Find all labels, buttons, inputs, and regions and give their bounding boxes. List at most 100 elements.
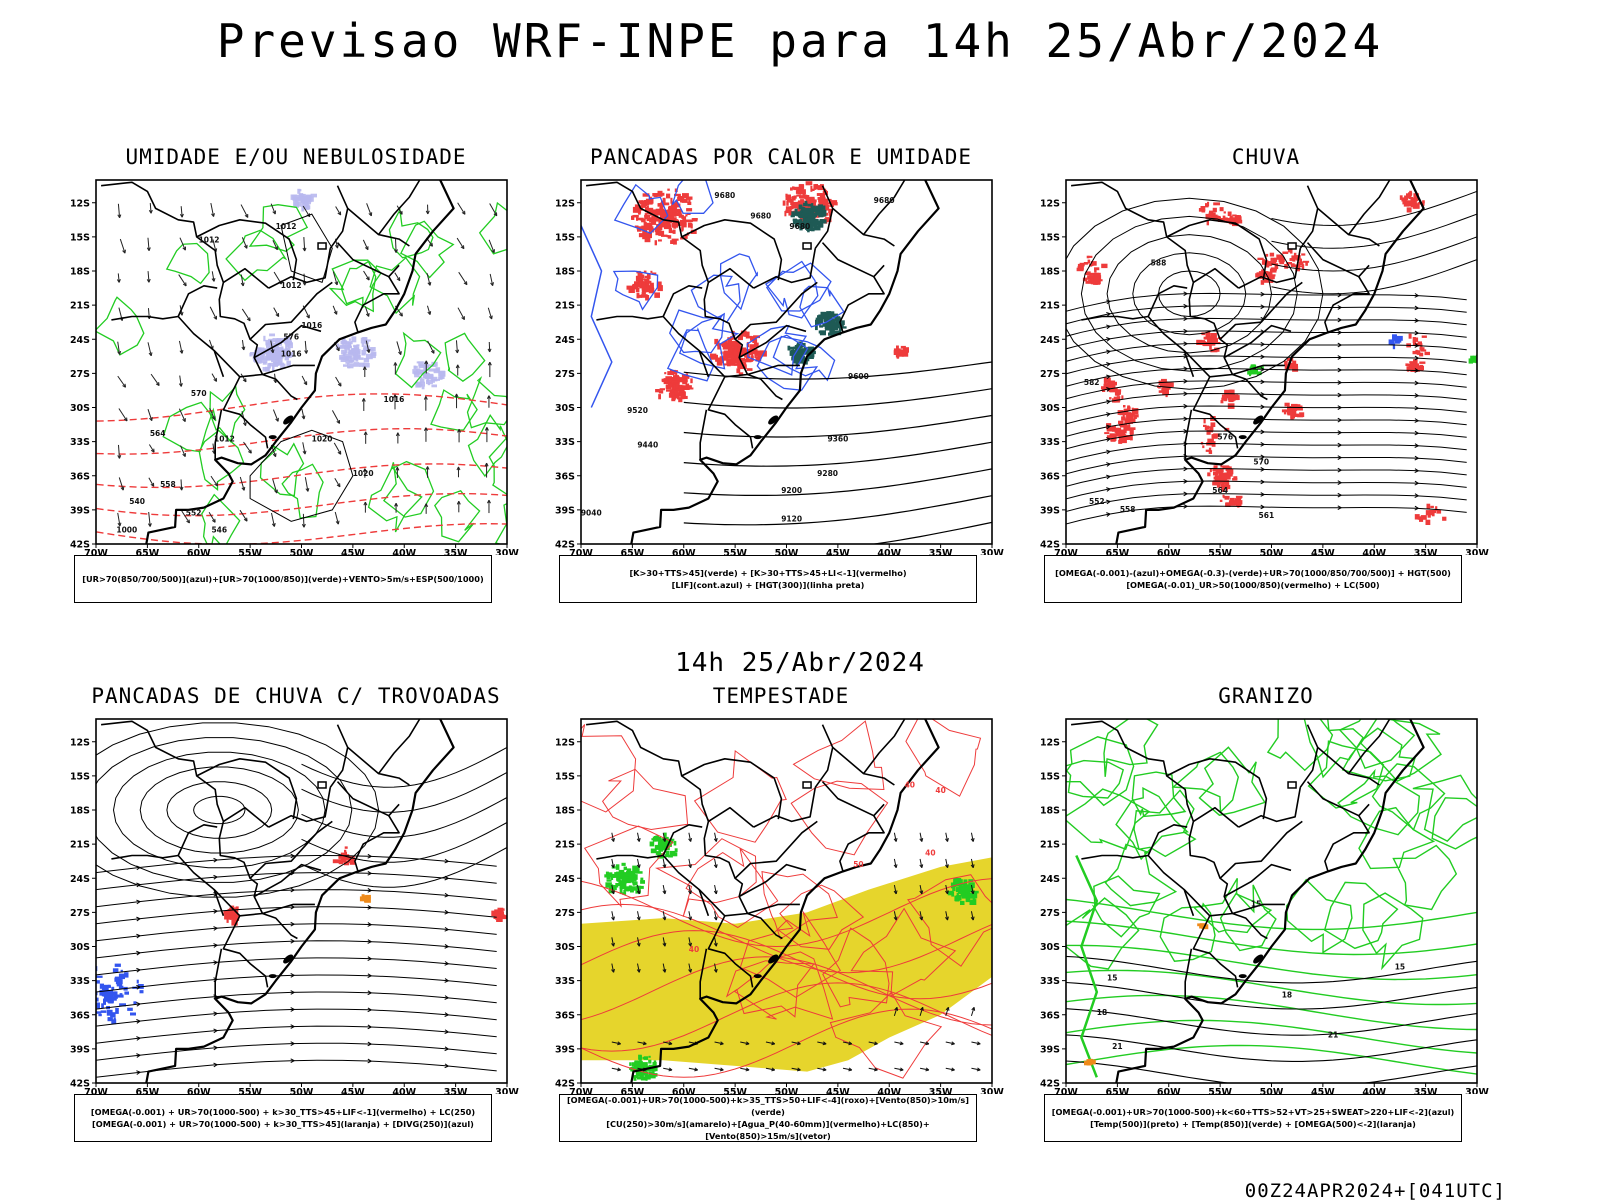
divergence-blue-area xyxy=(107,991,112,995)
temp850-contour xyxy=(1094,876,1160,937)
temp500-contour xyxy=(1066,1009,1487,1035)
legend-line: [OMEGA(-0.001)-(azul)+OMEGA(-0.3)-(verde… xyxy=(1055,567,1451,579)
humidity-blue-area xyxy=(371,352,376,356)
rain-red-area xyxy=(1206,450,1212,452)
border-line xyxy=(178,317,223,377)
heat-red-area xyxy=(675,391,679,394)
wind-vector xyxy=(459,272,467,285)
rain-red-area xyxy=(1116,391,1121,395)
contour-label: 9600 xyxy=(848,372,869,381)
contour-label: 1000 xyxy=(116,526,137,535)
rain-red-area xyxy=(1421,349,1426,351)
lon-tick-label: 60W xyxy=(187,1087,211,1094)
border-line xyxy=(833,747,895,785)
heat-red-area xyxy=(686,208,692,211)
heat-red-area xyxy=(673,225,676,229)
panel-title: CHUVA xyxy=(1016,145,1516,169)
wind-green-area xyxy=(671,852,677,856)
heat-green-area xyxy=(806,213,808,216)
rain-red-area xyxy=(1115,428,1121,431)
lat-tick-label: 24S xyxy=(70,874,90,885)
contour-label: 40 xyxy=(689,945,699,954)
hgt-contour xyxy=(684,440,1003,466)
humidity-blue-area xyxy=(438,376,442,380)
temp850-contour xyxy=(1106,844,1176,905)
storm-red-area xyxy=(500,908,504,910)
divergence-blue-area xyxy=(113,968,119,972)
lat-tick-label: 27S xyxy=(555,908,575,919)
rain-red-area xyxy=(1219,469,1224,473)
humidity-blue-area xyxy=(275,362,279,364)
rain-red-area xyxy=(1430,506,1434,508)
heat-red-area xyxy=(668,235,672,239)
heat-red-area xyxy=(791,202,797,208)
water-vapor-contour xyxy=(794,721,884,789)
heat-green-area xyxy=(811,227,815,231)
border-line xyxy=(1318,208,1380,246)
df-marker xyxy=(318,243,326,249)
heat-green-area xyxy=(789,347,793,350)
lon-tick-label: 45W xyxy=(341,548,365,555)
border-line xyxy=(739,865,806,897)
heat-red-area xyxy=(641,205,646,207)
heat-red-area xyxy=(691,224,693,229)
rain-red-area xyxy=(1087,256,1090,259)
heat-red-area xyxy=(901,346,906,349)
heat-red-area xyxy=(806,181,813,185)
wind-green-area xyxy=(627,881,630,883)
rain-red-area xyxy=(1204,419,1206,424)
divergence-blue-area xyxy=(97,1003,100,1009)
wind-green-area xyxy=(616,864,620,870)
lat-tick-label: 33S xyxy=(555,437,575,448)
border-line xyxy=(1300,186,1317,249)
wind-vector xyxy=(458,203,465,215)
wind-green-area xyxy=(674,841,677,846)
humidity-blue-area xyxy=(286,361,291,366)
heat-red-area xyxy=(666,194,670,199)
wind-green-area xyxy=(648,1056,650,1058)
lif-contour xyxy=(766,262,818,318)
heat-red-area xyxy=(667,189,670,191)
rain-blue-area xyxy=(1394,339,1400,343)
divergence-blue-area xyxy=(91,992,95,997)
contour-label: 582 xyxy=(1084,378,1100,387)
rain-red-area xyxy=(1230,501,1237,505)
border-line xyxy=(823,243,874,277)
border-line xyxy=(178,286,217,317)
heat-red-area xyxy=(665,379,667,383)
rain-red-area xyxy=(1104,432,1109,434)
temp850-contour xyxy=(1066,970,1487,1004)
heat-red-area xyxy=(647,280,650,284)
lat-tick-label: 21S xyxy=(1040,301,1060,312)
heat-red-area xyxy=(693,218,698,220)
rain-red-area xyxy=(1236,496,1243,498)
heat-green-area xyxy=(819,325,823,327)
omega-orange-area xyxy=(1089,1059,1092,1062)
humidity-blue-area xyxy=(349,338,351,341)
border-line xyxy=(1193,808,1238,827)
divergence-blue-area xyxy=(101,1010,107,1013)
humidity-blue-area xyxy=(353,345,359,347)
heat-red-area xyxy=(796,190,801,194)
contour-label: 1012 xyxy=(214,435,235,444)
rain-red-area xyxy=(1205,426,1208,430)
humidity-green-contour xyxy=(163,402,216,451)
rain-red-area xyxy=(1220,500,1223,502)
humidity-blue-area xyxy=(364,339,371,341)
border-line xyxy=(379,180,420,235)
rain-red-area xyxy=(1200,341,1206,345)
humidity-blue-area xyxy=(343,364,348,367)
lon-tick-label: 70W xyxy=(569,1087,593,1094)
heat-red-area xyxy=(811,189,814,191)
divergence-blue-area xyxy=(130,1013,136,1016)
legend-line: [OMEGA(-0.001)+UR>70(1000-500)+k>35_TTS>… xyxy=(560,1094,976,1118)
rain-red-area xyxy=(1292,256,1295,261)
temp850-contour xyxy=(1363,893,1423,968)
lon-tick-label: 35W xyxy=(929,548,953,555)
heat-red-area xyxy=(825,203,829,209)
contour-label: 21 xyxy=(1112,1042,1122,1051)
lat-tick-label: 33S xyxy=(555,976,575,987)
heat-red-area xyxy=(737,365,741,368)
contour-label: 9680 xyxy=(750,212,771,221)
border-line xyxy=(1224,865,1291,897)
